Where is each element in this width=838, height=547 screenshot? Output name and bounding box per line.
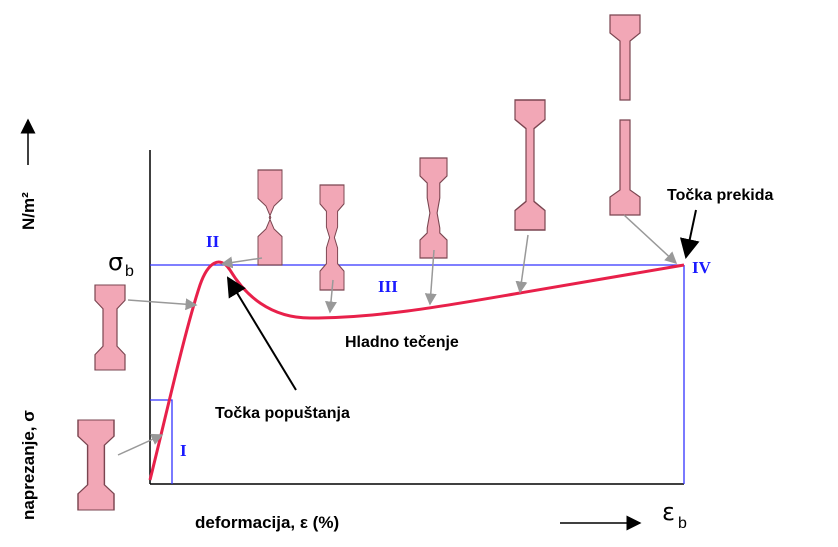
stress-curve	[150, 262, 684, 480]
pointer-arrows	[118, 210, 696, 455]
sigma-b: σ	[108, 248, 123, 276]
annotation: Točka popuštanja	[215, 405, 350, 422]
eps-b-sub: b	[678, 515, 687, 532]
annotation: Hladno tečenje	[345, 334, 459, 351]
region-label: IV	[692, 258, 712, 277]
axes	[150, 150, 684, 484]
region-label: II	[206, 232, 220, 251]
y-axis-unit: N/m²	[19, 192, 38, 230]
x-axis-label: deformacija, ε (%)	[195, 513, 339, 532]
y-axis-label: naprezanje, σ	[19, 410, 38, 520]
eps-b: ε	[662, 498, 675, 526]
stress-strain-diagram: naprezanje, σ N/m² deformacija, ε (%) σ …	[0, 0, 838, 547]
annotation: Točka prekida	[667, 187, 774, 204]
sigma-b-sub: b	[125, 263, 134, 280]
guide-lines	[150, 265, 684, 484]
region-label: III	[378, 277, 398, 296]
region-label: I	[180, 441, 187, 460]
